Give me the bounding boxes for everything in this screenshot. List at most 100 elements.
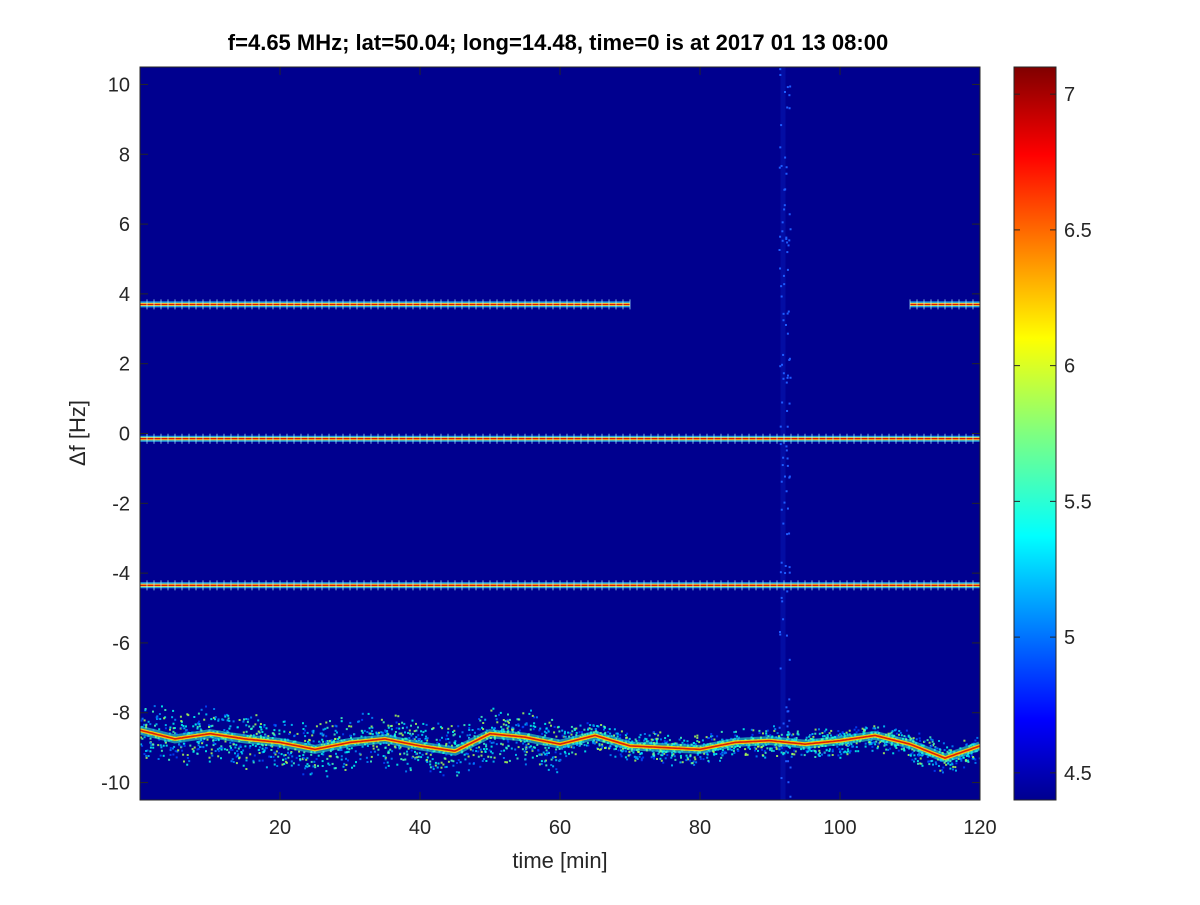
signal-speckle [531,714,534,717]
signal-speckle [431,728,433,731]
signal-speckle [432,765,435,768]
signal-speckle [907,734,910,737]
signal-speckle [259,734,262,737]
signal-speckle [517,746,520,749]
signal-speckle [603,728,605,731]
signal-speckle [258,731,261,734]
signal-speckle [415,729,418,732]
signal-speckle [437,762,440,765]
signal-speckle [223,748,226,751]
signal-speckle [912,737,915,740]
signal-speckle [290,751,293,753]
signal-speckle [654,733,657,736]
y-tick-label: 6 [119,214,130,236]
noise-speck [786,590,789,593]
plot-area [140,67,980,800]
signal-speckle [479,765,482,768]
signal-speckle [322,740,325,743]
signal-speckle [823,751,826,754]
signal-speckle [350,725,353,728]
signal-speckle [614,755,617,758]
signal-speckle [153,705,156,708]
signal-speckle [928,760,931,763]
signal-speckle [592,725,595,727]
signal-speckle [391,750,394,753]
signal-speckle [802,747,805,750]
y-tick-label: -4 [112,563,130,585]
signal-speckle [152,743,155,746]
signal-speckle [258,752,261,754]
signal-speckle [297,763,300,766]
signal-speckle [321,765,324,767]
signal-speckle [573,727,576,730]
signal-speckle [177,749,180,752]
signal-speckle [525,723,528,726]
signal-speckle [955,769,957,772]
signal-speckle [162,754,165,757]
signal-speckle [505,747,508,750]
noise-speck [788,566,791,569]
signal-speckle [822,735,824,738]
signal-speckle [237,753,240,755]
signal-speckle [228,720,231,722]
signal-speckle [898,733,900,736]
signal-speckle [328,755,331,758]
signal-speckle [311,734,314,737]
signal-speckle [368,727,371,730]
signal-speckle [536,716,538,719]
signal-speckle [772,749,775,752]
signal-speckle [245,718,248,720]
signal-speckle [337,738,340,740]
signal-speckle [600,748,603,751]
signal-speckle [654,738,657,741]
noise-speck [780,295,783,298]
signal-speckle [252,761,255,764]
signal-speckle [913,749,916,752]
signal-speckle [461,731,464,734]
signal-speckle [785,750,788,753]
signal-speckle [406,750,408,753]
signal-speckle [947,761,950,764]
signal-speckle [478,718,480,720]
signal-speckle [664,757,667,760]
signal-speckle [941,769,944,772]
signal-speckle [482,722,485,724]
signal-speckle [201,742,204,745]
x-tick-label: 40 [409,817,431,839]
signal-speckle [206,738,209,741]
signal-speckle [240,751,243,753]
signal-speckle [817,753,820,756]
signal-speckle [349,734,352,737]
signal-speckle [185,729,188,731]
signal-speckle [678,738,681,741]
signal-speckle [373,750,376,753]
signal-speckle [326,726,329,729]
signal-speckle [967,760,970,763]
signal-speckle [562,735,565,738]
signal-speckle [569,732,572,734]
signal-speckle [440,766,443,769]
signal-speckle [145,750,147,752]
signal-speckle [773,725,775,728]
signal-speckle [277,747,280,750]
signal-speckle [393,734,396,737]
signal-speckle [571,751,574,754]
signal-speckle [755,755,758,758]
signal-speckle [261,747,264,750]
signal-speckle [848,729,851,732]
signal-speckle [586,722,589,725]
signal-speckle [178,744,181,747]
signal-speckle [929,736,932,739]
signal-speckle [485,743,488,746]
signal-speckle [877,745,879,748]
signal-speckle [198,723,201,725]
signal-speckle [825,728,828,731]
signal-speckle [507,713,509,716]
signal-speckle [965,759,967,762]
signal-speckle [302,732,305,735]
signal-speckle [904,736,907,739]
signal-speckle [671,754,674,757]
signal-speckle [901,746,904,749]
signal-speckle [193,746,196,749]
signal-speckle [738,746,741,748]
